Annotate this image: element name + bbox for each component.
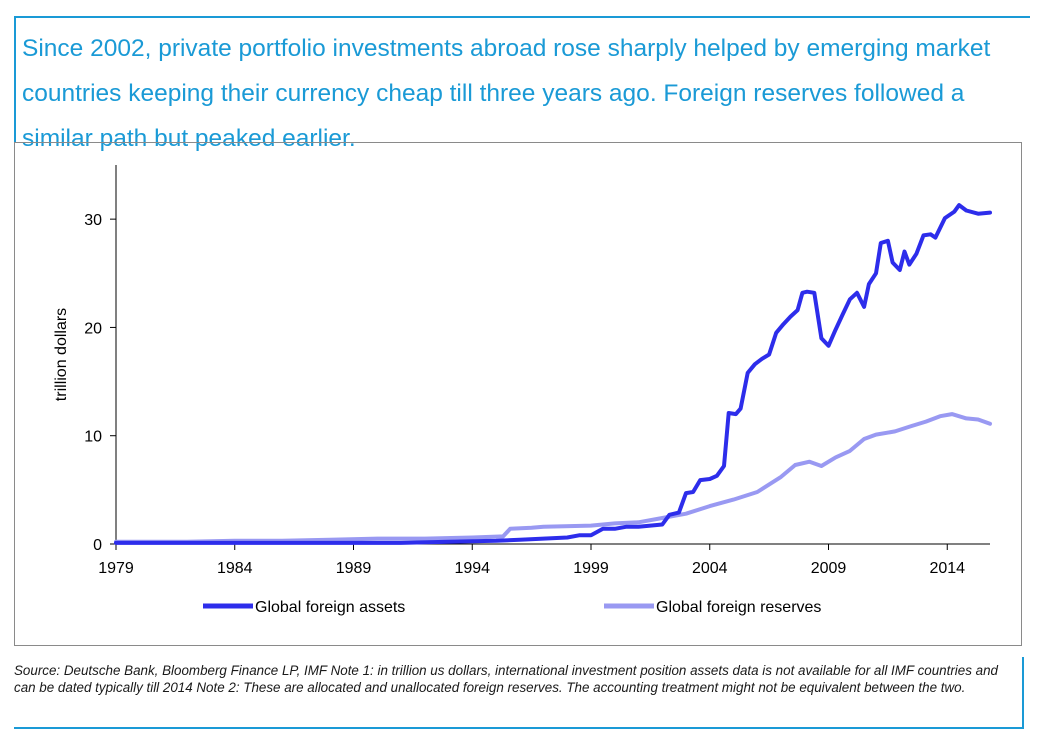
x-tick-label: 1994	[454, 560, 490, 577]
x-tick-label: 1989	[336, 560, 372, 577]
x-tick-label: 2004	[692, 560, 728, 577]
y-tick-label: 20	[84, 320, 102, 337]
line-chart: 0 10 20 30 1979 1984 1989 1994 1999 2004 2009 2014 t…	[53, 165, 992, 616]
series-line-reserves	[114, 412, 992, 544]
source-note: Source: Deutsche Bank, Bloomberg Finance…	[14, 663, 998, 695]
x-tick-label: 2009	[811, 560, 847, 577]
y-axis-label: trillion dollars	[53, 308, 70, 401]
legend-label-reserves: Global foreign reserves	[656, 599, 821, 616]
y-tick-label: 10	[84, 429, 102, 446]
y-tick-label: 0	[93, 537, 102, 554]
footer-frame	[14, 657, 1024, 729]
top-rule	[14, 16, 1030, 18]
y-tick-label: 30	[84, 212, 102, 229]
headline: Since 2002, private portfolio investment…	[22, 35, 991, 152]
series-line-assets	[114, 203, 992, 545]
legend-label-assets: Global foreign assets	[255, 599, 405, 616]
x-tick-label: 1984	[217, 560, 253, 577]
title-accent-bar	[14, 16, 16, 142]
x-tick-label: 1979	[98, 560, 134, 577]
x-tick-label: 2014	[929, 560, 965, 577]
chart-panel: 0 10 20 30 1979 1984 1989 1994 1999 2004 2009 2014 t…	[14, 142, 1022, 646]
x-tick-label: 1999	[573, 560, 609, 577]
